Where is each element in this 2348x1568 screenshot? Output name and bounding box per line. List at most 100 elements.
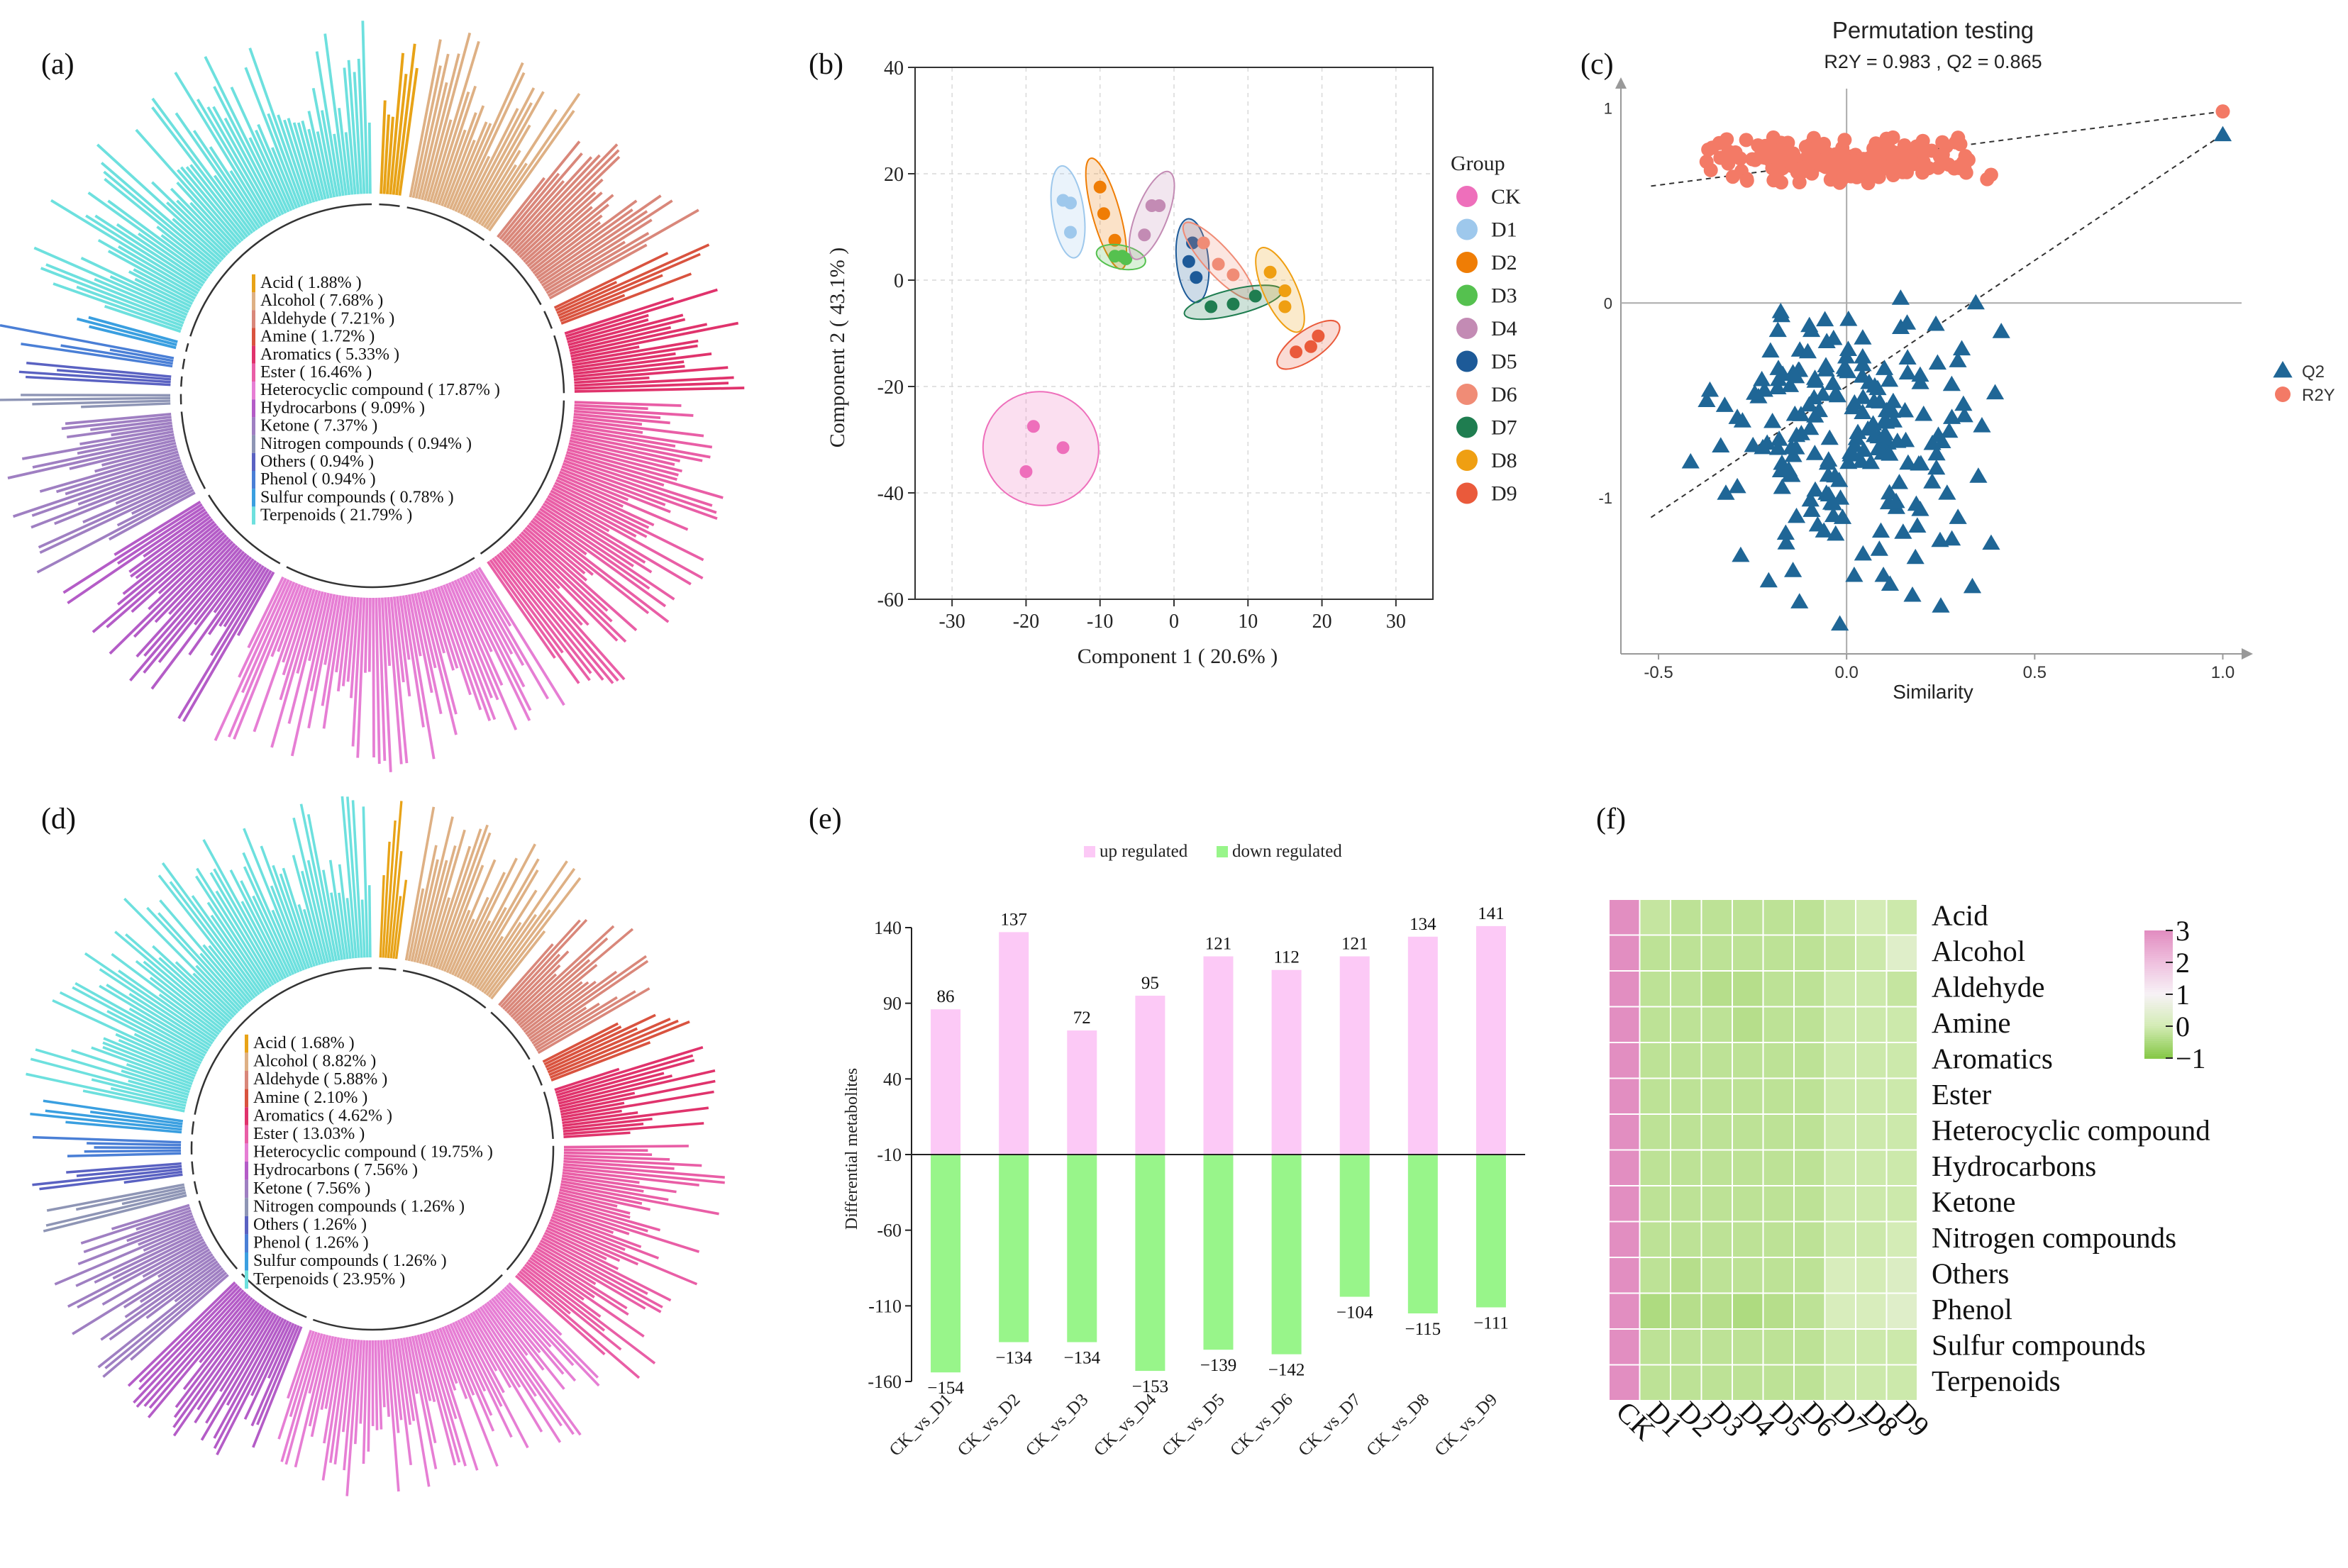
bar-terpenoids (255, 129, 293, 211)
e-legend-up-label: up regulated (1100, 842, 1188, 861)
bar-terpenoids (299, 804, 336, 962)
bar-terpenoids (344, 132, 354, 195)
bar-terpenoids (87, 191, 209, 279)
c-r2y-point (1915, 133, 1930, 148)
bar-hydrocarbons (205, 1311, 275, 1424)
bar-phenol (21, 343, 173, 368)
b-point-CK (1019, 465, 1033, 478)
c-q2-point (1759, 572, 1778, 588)
bar-alcohol (485, 93, 581, 230)
c-q2-point (1768, 321, 1787, 338)
bar-aldehyde (528, 955, 647, 1040)
f-heat-cell (1700, 1006, 1733, 1043)
bar-ester (501, 550, 614, 684)
legend-swatch-acid (245, 1034, 248, 1053)
c-x-tick-label: 0.0 (1834, 663, 1858, 682)
bar-terpenoids (94, 214, 204, 287)
bar-alcohol (441, 864, 484, 972)
panel-label-a: (a) (41, 48, 74, 81)
bar-heterocyclic-compound (323, 594, 339, 665)
b-x-tick-label: -10 (1087, 611, 1113, 633)
c-q2-point (1712, 437, 1730, 453)
bar-alcohol (467, 102, 533, 219)
c-q2-point (1881, 575, 1900, 591)
e-category-label: CK_vs_D9 (1431, 1390, 1502, 1460)
bar-alcohol (456, 857, 518, 978)
f-heat-cell (1700, 1221, 1733, 1258)
c-y-arrow (1615, 77, 1627, 89)
b-legend-label-CK: CK (1491, 185, 1521, 208)
c-r2y-point (1924, 143, 1939, 158)
bar-terpenoids (118, 969, 217, 1040)
f-heat-cell (1762, 934, 1795, 972)
bar-ketone (94, 1230, 201, 1284)
bar-aromatics (555, 1054, 694, 1097)
bar-others (66, 1162, 182, 1174)
f-heat-cell (1824, 1113, 1856, 1151)
f-heat-cell (1885, 1006, 1918, 1043)
bar-ketone (124, 1255, 215, 1318)
bar-terpenoids (100, 162, 221, 265)
e-bar-up-label: 141 (1478, 904, 1505, 923)
bar-hydrocarbons (128, 513, 210, 573)
bar-terpenoids (199, 952, 247, 1006)
bar-alcohol (407, 888, 425, 962)
b-x-tick-label: 30 (1386, 611, 1406, 633)
bar-terpenoids (191, 895, 262, 994)
bar-ester (487, 560, 556, 659)
bar-ester (574, 409, 661, 419)
c-q2-point (1938, 484, 1956, 500)
bar-terpenoids (177, 169, 242, 244)
c-r2y-point (1895, 162, 1910, 177)
bar-ester (527, 1259, 585, 1301)
bar-terpenoids (196, 867, 272, 988)
c-q2-point (1942, 408, 1961, 424)
bar-alcohol (445, 859, 497, 974)
f-colorbar-segment (2144, 984, 2173, 986)
bar-ester (516, 535, 627, 643)
f-heat-cell (1608, 1257, 1641, 1294)
bar-hydrocarbons (177, 568, 270, 719)
b-legend-label-D4: D4 (1491, 317, 1517, 340)
legend-label-ester: Ester ( 16.46% ) (260, 363, 372, 382)
f-heat-cell (1885, 1149, 1918, 1186)
bar-hydrocarbons (116, 506, 205, 565)
bar-terpenoids (128, 270, 194, 306)
bar-hydrocarbons (148, 1293, 249, 1409)
bar-aldehyde (521, 191, 597, 261)
c-q2-point (1849, 423, 1867, 440)
bar-alcohol (480, 109, 558, 227)
bar-ester (573, 413, 670, 425)
f-colorbar-segment (2144, 1043, 2173, 1046)
bar-ester (522, 1266, 606, 1332)
bar-aromatics (570, 323, 708, 355)
bar-aromatics (562, 1106, 709, 1128)
bar-ester (558, 473, 689, 531)
bar-terpenoids (133, 1033, 201, 1067)
c-r2y-point (1703, 162, 1718, 177)
bar-sulfur-compounds (65, 1121, 182, 1134)
f-heat-cell (1824, 1364, 1856, 1401)
b-x-axis-label: Component 1 ( 20.6% ) (1078, 645, 1278, 668)
bar-heterocyclic-compound (324, 1337, 340, 1409)
bar-hydrocarbons (250, 1320, 289, 1396)
bar-nitrogen-compounds (0, 396, 171, 401)
f-heat-cell (1793, 970, 1826, 1008)
f-heat-cell (1855, 1221, 1888, 1258)
c-q2-point (1874, 566, 1893, 582)
bar-heterocyclic-compound (407, 594, 422, 657)
bar-acid (389, 52, 405, 195)
bar-terpenoids (85, 214, 202, 289)
c-q2-point (1768, 439, 1788, 455)
c-r2y-point (1885, 148, 1900, 163)
bar-alcohol (448, 121, 488, 210)
c-x-tick-label: 0.5 (2023, 663, 2047, 682)
bar-terpenoids (213, 868, 279, 983)
bar-ester (503, 547, 619, 682)
bar-heterocyclic-compound (399, 596, 411, 660)
bar-aldehyde (519, 964, 598, 1029)
b-point-D7 (1226, 297, 1240, 311)
c-q2-point (1911, 500, 1929, 516)
bar-nitrogen-compounds (46, 1183, 185, 1212)
legend-swatch-aldehyde (245, 1071, 248, 1089)
